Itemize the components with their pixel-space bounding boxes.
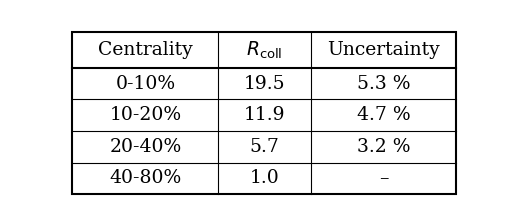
Text: 5.3 %: 5.3 % (357, 75, 410, 93)
Text: 10-20%: 10-20% (109, 106, 182, 124)
Text: 1.0: 1.0 (250, 169, 279, 187)
Text: 11.9: 11.9 (244, 106, 285, 124)
Text: 5.7: 5.7 (250, 138, 279, 156)
Text: 4.7 %: 4.7 % (357, 106, 410, 124)
Text: 3.2 %: 3.2 % (357, 138, 410, 156)
Text: 0-10%: 0-10% (116, 75, 175, 93)
Text: $R_{\mathrm{coll}}$: $R_{\mathrm{coll}}$ (246, 39, 283, 60)
Text: –: – (379, 169, 388, 187)
Text: 40-80%: 40-80% (109, 169, 182, 187)
Text: Centrality: Centrality (98, 41, 193, 59)
Text: 20-40%: 20-40% (109, 138, 182, 156)
Text: 19.5: 19.5 (244, 75, 285, 93)
Text: Uncertainty: Uncertainty (327, 41, 440, 59)
